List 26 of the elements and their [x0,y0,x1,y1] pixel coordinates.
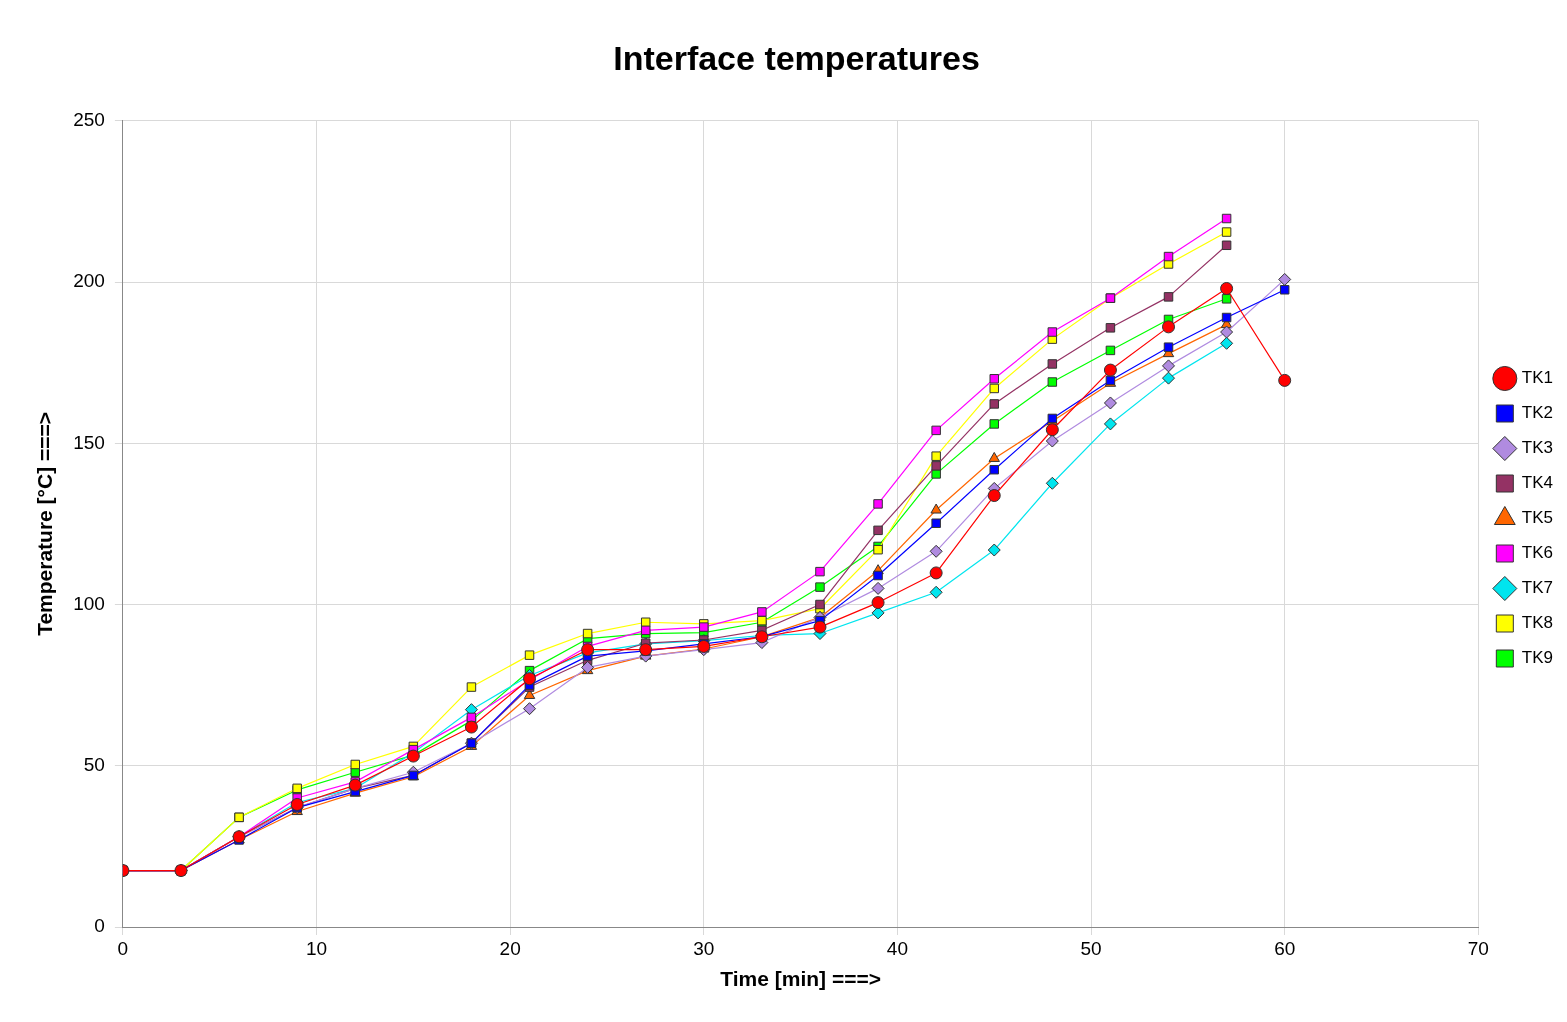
y-axis-title: Temperature [°C] ===> [33,411,57,636]
x-tick-label: 20 [499,937,521,959]
y-tick-label: 50 [83,753,105,775]
legend-label: TK7 [1521,578,1554,598]
x-tick-label: 50 [1080,937,1102,959]
x-tick-label: 0 [117,937,129,959]
y-tick-label: 250 [73,109,105,131]
x-tick-label: 40 [886,937,908,959]
y-tick-label: 100 [73,592,105,614]
legend-label: TK3 [1521,438,1554,458]
legend-label: TK2 [1521,403,1554,423]
legend-label: TK1 [1521,368,1554,388]
legend-label: TK8 [1521,613,1554,633]
legend-label: TK9 [1521,648,1554,668]
x-tick-label: 30 [693,937,715,959]
x-tick-label: 70 [1467,937,1489,959]
x-tick-label: 10 [305,937,328,959]
chart-title: Interface temperatures [613,38,980,77]
x-axis-title: Time [min] ===> [720,967,881,991]
legend-label: TK5 [1521,508,1554,528]
y-tick-label: 200 [73,270,105,292]
legend-label: TK6 [1521,543,1554,563]
y-tick-label: 150 [73,431,105,453]
legend-label: TK4 [1521,473,1554,493]
x-tick-label: 60 [1274,937,1296,959]
y-tick-label: 0 [94,915,105,937]
